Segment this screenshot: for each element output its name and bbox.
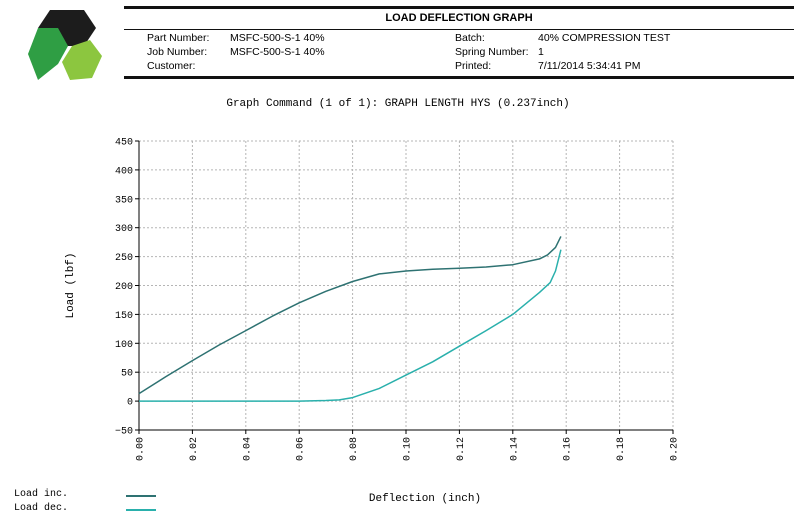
chart-grid — [139, 140, 674, 430]
report-title: LOAD DEFLECTION GRAPH — [385, 12, 533, 24]
y-tick-label: 50 — [121, 369, 133, 380]
spring-number-label: Spring Number: — [455, 46, 529, 58]
legend-label-load-dec: Load dec. — [14, 503, 69, 514]
x-tick-label: 0.04 — [242, 437, 253, 461]
x-tick-label: 0.08 — [349, 437, 360, 461]
y-tick-label: −50 — [115, 427, 133, 438]
part-number-value: MSFC-500-S-1 40% — [230, 32, 325, 44]
y-tick-label: 300 — [115, 224, 133, 235]
legend-swatch-load-inc — [126, 495, 156, 497]
y-tick-label: 150 — [115, 311, 133, 322]
printed-value: 7/11/2014 5:34:41 PM — [538, 60, 641, 72]
customer-label: Customer: — [147, 60, 196, 72]
y-tick-label: 350 — [115, 195, 133, 206]
batch-value: 40% COMPRESSION TEST — [538, 32, 671, 44]
y-tick-labels: 450 400 350 300 250 200 150 100 50 0 −50 — [115, 138, 139, 438]
header-divider — [124, 29, 794, 30]
y-tick-label: 0 — [127, 398, 133, 409]
x-tick-label: 0.06 — [296, 437, 307, 461]
y-tick-label: 400 — [115, 166, 133, 177]
legend-swatch-load-dec — [126, 509, 156, 511]
y-tick-label: 100 — [115, 340, 133, 351]
y-tick-label: 200 — [115, 282, 133, 293]
company-logo — [28, 10, 102, 80]
printed-label: Printed: — [455, 60, 492, 72]
x-tick-label: 0.02 — [189, 437, 200, 461]
x-tick-labels: 0.00 0.02 0.04 0.06 0.08 0.10 0.12 0.14 0.16 0.18… — [136, 430, 681, 461]
x-tick-label: 0.14 — [509, 437, 520, 461]
report-header: LOAD DEFLECTION GRAPH Part Number: MSFC-… — [124, 6, 794, 79]
header-bottom-rule — [124, 76, 794, 79]
logo-right-hexagon — [62, 40, 102, 80]
series-line-load-dec — [139, 249, 562, 402]
x-tick-label: 0.00 — [136, 437, 147, 461]
part-number-label: Part Number: — [147, 32, 210, 44]
series-line-load-inc — [138, 236, 562, 395]
x-tick-label: 0.18 — [616, 437, 627, 461]
job-number-value: MSFC-500-S-1 40% — [230, 46, 325, 58]
x-axis-label: Deflection (inch) — [368, 493, 482, 505]
legend-label-load-inc: Load inc. — [14, 489, 69, 500]
y-tick-label: 250 — [115, 253, 133, 264]
header-top-rule — [124, 6, 794, 9]
x-tick-label: 0.16 — [563, 437, 574, 461]
y-tick-label: 450 — [115, 138, 133, 149]
y-axis-label: Load (lbf) — [65, 252, 77, 318]
x-tick-label: 0.12 — [456, 437, 467, 461]
x-tick-label: 0.20 — [670, 437, 681, 461]
job-number-label: Job Number: — [147, 46, 208, 58]
x-tick-label: 0.10 — [403, 437, 414, 461]
logo-left-hexagon — [28, 28, 68, 80]
chart-title: Graph Command (1 of 1): GRAPH LENGTH HYS… — [226, 98, 570, 110]
spring-number-value: 1 — [538, 46, 544, 58]
batch-label: Batch: — [455, 32, 485, 44]
chart-series — [138, 236, 562, 402]
